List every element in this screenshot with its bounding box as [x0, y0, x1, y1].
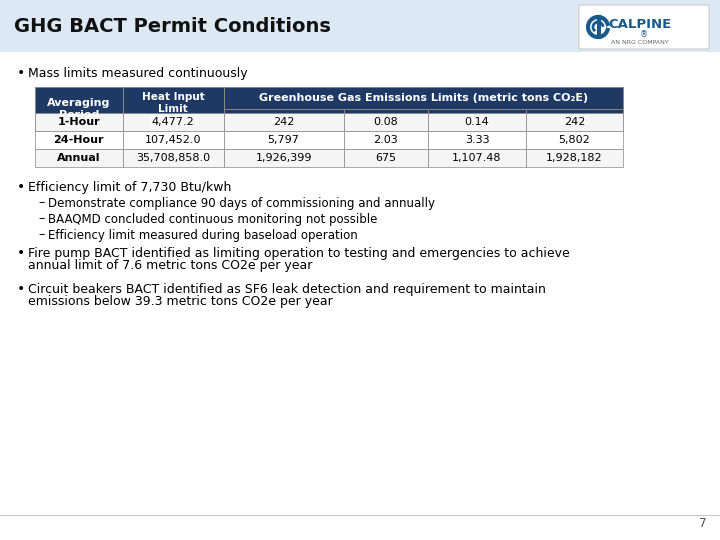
Text: 0.08: 0.08: [374, 117, 398, 127]
Text: –: –: [38, 197, 44, 210]
Text: Circuit beakers BACT identified as SF6 leak detection and requirement to maintai: Circuit beakers BACT identified as SF6 l…: [28, 282, 546, 295]
Bar: [35, 113, 122, 131]
Bar: [428, 131, 526, 149]
Bar: [526, 113, 624, 131]
Text: 5,802: 5,802: [559, 135, 590, 145]
Text: CH₄: CH₄: [374, 113, 398, 126]
Bar: [223, 109, 343, 131]
Text: Demonstrate compliance 90 days of commissioning and annually: Demonstrate compliance 90 days of commis…: [48, 197, 435, 210]
Bar: [35, 87, 122, 131]
Text: 107,452.0: 107,452.0: [145, 135, 202, 145]
Bar: [122, 131, 223, 149]
Text: BAAQMD concluded continuous monitoring not possible: BAAQMD concluded continuous monitoring n…: [48, 213, 377, 226]
FancyBboxPatch shape: [579, 5, 709, 49]
Text: 675: 675: [375, 153, 397, 163]
Bar: [35, 149, 122, 167]
Bar: [428, 109, 526, 131]
Bar: [0, 0, 720, 52]
Bar: [122, 87, 223, 131]
Text: CO₂: CO₂: [271, 113, 296, 126]
Text: 0.14: 0.14: [464, 117, 490, 127]
Bar: [526, 149, 624, 167]
Bar: [223, 149, 343, 167]
Text: Efficiency limit of 7,730 Btu/kwh: Efficiency limit of 7,730 Btu/kwh: [28, 180, 231, 193]
Text: Fire pump BACT identified as limiting operation to testing and emergencies to ac: Fire pump BACT identified as limiting op…: [28, 246, 570, 260]
Text: ®: ®: [640, 30, 648, 39]
Text: 1-Hour: 1-Hour: [58, 117, 100, 127]
Text: 35,708,858.0: 35,708,858.0: [136, 153, 210, 163]
Text: •: •: [17, 180, 25, 194]
Text: •: •: [17, 246, 25, 260]
Text: 1,928,182: 1,928,182: [546, 153, 603, 163]
Text: Efficiency limit measured during baseload operation: Efficiency limit measured during baseloa…: [48, 228, 358, 241]
Text: 7: 7: [698, 517, 706, 530]
Text: 2.03: 2.03: [374, 135, 398, 145]
Bar: [428, 113, 526, 131]
Bar: [526, 131, 624, 149]
Bar: [223, 113, 343, 131]
Text: 242: 242: [273, 117, 294, 127]
Text: 4,477.2: 4,477.2: [152, 117, 194, 127]
Text: 242: 242: [564, 117, 585, 127]
Bar: [223, 131, 343, 149]
Text: Mass limits measured continuously: Mass limits measured continuously: [28, 66, 248, 79]
Bar: [428, 149, 526, 167]
Text: Heat Input
Limit
(MMBtu): Heat Input Limit (MMBtu): [142, 92, 204, 126]
Text: annual limit of 7.6 metric tons CO2e per year: annual limit of 7.6 metric tons CO2e per…: [28, 260, 312, 273]
Text: Annual: Annual: [57, 153, 101, 163]
Text: N₂O: N₂O: [464, 113, 490, 126]
Text: Greenhouse Gas Emissions Limits (metric tons CO₂E): Greenhouse Gas Emissions Limits (metric …: [258, 93, 588, 103]
Text: GHG BACT Permit Conditions: GHG BACT Permit Conditions: [14, 17, 331, 36]
Bar: [343, 109, 428, 131]
Bar: [122, 149, 223, 167]
Bar: [343, 131, 428, 149]
Text: •: •: [17, 282, 25, 296]
Text: –: –: [38, 228, 44, 241]
Text: Averaging
Period: Averaging Period: [48, 98, 111, 120]
Text: CALPINE: CALPINE: [608, 18, 672, 31]
Text: –: –: [38, 213, 44, 226]
Text: 1,926,399: 1,926,399: [256, 153, 312, 163]
Bar: [122, 113, 223, 131]
Text: •: •: [17, 66, 25, 80]
Bar: [223, 87, 624, 109]
Bar: [343, 113, 428, 131]
Text: AN NRG COMPANY: AN NRG COMPANY: [611, 39, 669, 44]
Text: 1,107.48: 1,107.48: [452, 153, 502, 163]
Text: 24-Hour: 24-Hour: [53, 135, 104, 145]
Text: emissions below 39.3 metric tons CO2e per year: emissions below 39.3 metric tons CO2e pe…: [28, 295, 333, 308]
Bar: [526, 109, 624, 131]
Bar: [35, 131, 122, 149]
Text: CO₂E: CO₂E: [559, 113, 590, 126]
Bar: [343, 149, 428, 167]
Text: 5,797: 5,797: [268, 135, 300, 145]
Text: 3.33: 3.33: [464, 135, 490, 145]
